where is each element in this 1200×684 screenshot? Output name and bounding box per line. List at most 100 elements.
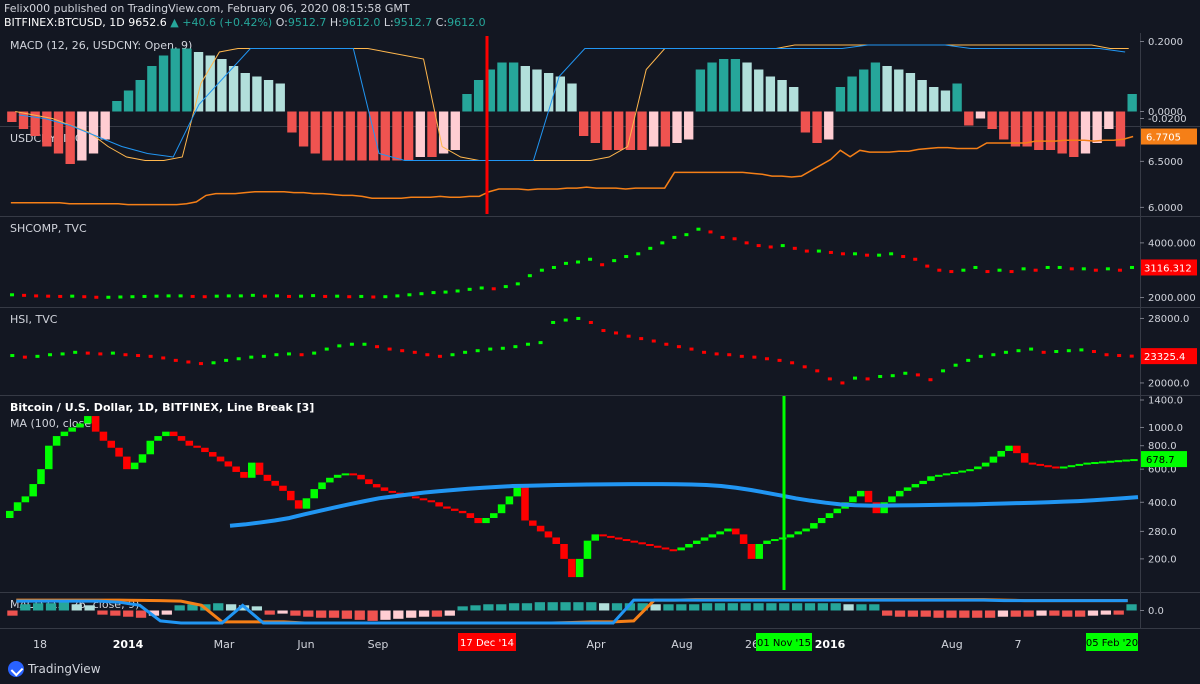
shcomp-mark (383, 295, 388, 299)
macd-histogram-bar (894, 610, 906, 617)
macd-histogram-bar (650, 604, 661, 611)
line-break-brick (755, 543, 763, 559)
shcomp-mark (274, 294, 279, 298)
shcomp-mark (431, 291, 436, 295)
y-tick-label: 20000.0 (1148, 378, 1189, 389)
shcomp-mark (154, 294, 159, 298)
macd-histogram-bar (727, 603, 738, 611)
macd-histogram-bar (984, 610, 996, 618)
shcomp-mark (588, 257, 593, 261)
last-price-badge (1141, 348, 1197, 365)
hsi-mark (98, 352, 103, 356)
line-break-brick (888, 496, 896, 503)
macd-histogram-bar (1074, 610, 1086, 617)
hsi-mark (878, 374, 883, 378)
low-label: L: (383, 16, 394, 29)
line-break-brick (271, 480, 279, 486)
line-break-brick (653, 545, 662, 548)
macd-histogram-bar (496, 604, 507, 611)
shcomp-mark (551, 265, 556, 269)
line-break-brick (380, 487, 389, 491)
line-break-brick (372, 484, 381, 488)
macd-histogram-bar (660, 111, 671, 147)
macd-histogram-bar (625, 111, 636, 150)
shcomp-mark (612, 259, 617, 263)
shcomp-mark (792, 246, 797, 250)
macd-histogram-bar (485, 69, 495, 112)
shcomp-mark (455, 289, 460, 293)
macd-histogram-bar (53, 111, 64, 154)
macd-histogram-bar (287, 111, 297, 133)
shcomp-mark (407, 293, 412, 297)
hsi-mark (639, 337, 644, 341)
line-break-brick (411, 496, 420, 499)
macd-histogram-bar (637, 111, 647, 150)
line-break-brick (1130, 459, 1138, 462)
macd-histogram-bar (33, 603, 44, 611)
hsi-mark (224, 358, 229, 362)
hsi-mark (349, 342, 354, 346)
shcomp-mark (1021, 267, 1026, 271)
shcomp-mark (58, 294, 63, 298)
hsi-mark (1079, 348, 1084, 352)
brand-text: TradingView (28, 662, 101, 676)
line-break-brick (833, 508, 842, 514)
macd-histogram-bar (403, 111, 414, 161)
macd-histogram-bar (1115, 111, 1126, 147)
symbol-name[interactable]: BITFINEX:BTCUSD, 1D (4, 16, 125, 29)
line-break-brick (693, 540, 701, 544)
line-break-brick (724, 528, 732, 532)
macd-histogram-bar (170, 48, 180, 112)
shcomp-mark (202, 295, 207, 299)
hsi-mark (337, 344, 342, 348)
line-break-brick (68, 427, 76, 432)
hsi-mark (928, 378, 933, 382)
macd-histogram-bar (1036, 610, 1047, 616)
line-break-brick (232, 466, 240, 472)
macd-histogram-bar (933, 610, 944, 618)
macd-histogram-bar (1062, 610, 1073, 617)
macd-histogram-bar (521, 603, 533, 611)
shcomp-mark (973, 265, 978, 269)
shcomp-mark (576, 260, 581, 264)
line-break-brick (1106, 460, 1115, 463)
macd-histogram-bar (1126, 604, 1137, 611)
line-break-brick (771, 539, 779, 542)
macd-histogram-bar (614, 111, 624, 150)
hsi-mark (601, 329, 606, 333)
line-break-brick (1098, 461, 1107, 464)
hsi-mark (173, 358, 178, 362)
macd-histogram-bar (264, 610, 275, 615)
macd-histogram-bar (193, 52, 204, 112)
line-break-brick (630, 540, 639, 543)
last-price-label: 23325.4 (1144, 352, 1185, 363)
shcomp-mark (359, 294, 364, 298)
macd-histogram-bar (766, 603, 777, 611)
line-break-brick (638, 542, 646, 545)
low-value: 9512.7 (393, 16, 433, 29)
macd-histogram-bar (1022, 111, 1032, 147)
hsi-mark (22, 355, 27, 359)
shcomp-mark (1081, 267, 1086, 271)
line-break-brick (458, 510, 467, 514)
line-break-brick (895, 490, 904, 497)
line-break-brick (575, 558, 584, 578)
line-break-brick (1044, 465, 1052, 468)
line-break-brick (419, 498, 428, 501)
hsi-mark (375, 345, 380, 349)
hsi-mark (915, 373, 920, 377)
pane-title: HSI, TVC (10, 313, 58, 326)
line-break-brick (130, 462, 139, 470)
line-break-brick (1059, 466, 1068, 469)
hsi-mark (727, 353, 732, 357)
macd-histogram-bar (277, 610, 288, 614)
hsi-mark (588, 320, 593, 324)
close-value: 9612.0 (447, 16, 486, 29)
line-break-brick (599, 534, 607, 537)
tradingview-brand[interactable]: TradingView (8, 661, 101, 677)
macd-histogram-bar (84, 605, 95, 611)
hsi-mark (626, 334, 631, 338)
macd-histogram-bar (7, 610, 18, 616)
macd-line (18, 44, 1126, 161)
